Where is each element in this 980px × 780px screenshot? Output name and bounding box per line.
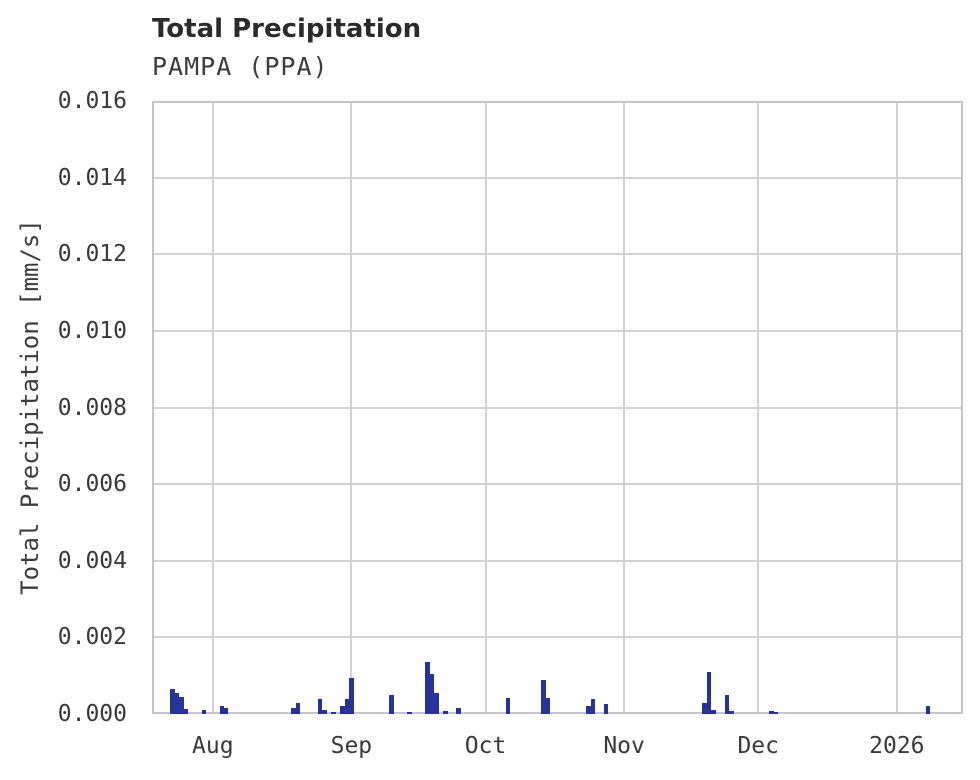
x-tick-label: Dec (737, 733, 780, 759)
precip-bar (219, 706, 224, 714)
precip-bar (724, 694, 730, 714)
gridline-horizontal (152, 483, 963, 486)
gridline-horizontal (152, 559, 963, 562)
precip-bar (291, 707, 296, 714)
precip-bar (223, 708, 229, 714)
y-tick-label: 0.012 (57, 241, 127, 268)
y-tick-label: 0.000 (57, 701, 127, 727)
gridline-horizontal (152, 253, 963, 256)
precip-bar (407, 711, 412, 714)
precip-bar (170, 689, 175, 714)
precip-bar (174, 692, 180, 714)
precip-bar (545, 697, 551, 714)
y-tick-label: 0.014 (57, 164, 127, 191)
precip-bar (456, 708, 461, 714)
chart-title: Total Precipitation (152, 14, 422, 44)
x-axis-tick-labels: Aug Sep Oct Nov Dec 2026 (152, 733, 963, 767)
precip-bar (711, 710, 716, 714)
x-tick-label: Nov (603, 733, 645, 759)
precip-bar (729, 710, 734, 714)
y-tick-label: 0.008 (57, 394, 127, 421)
precip-bar (541, 679, 546, 714)
precip-bar (443, 710, 448, 714)
x-tick-label: Aug (192, 733, 234, 759)
y-tick-label: 0.002 (57, 624, 127, 651)
precip-bar (295, 703, 300, 714)
y-tick-label: 0.004 (57, 547, 127, 574)
precip-bar (425, 662, 430, 714)
gridline-horizontal (152, 406, 963, 409)
precip-bar (773, 711, 779, 714)
y-tick-label: 0.016 (57, 88, 127, 114)
precip-bar (201, 710, 207, 714)
precip-bar (429, 673, 435, 714)
x-tick-label: Sep (330, 733, 373, 759)
precip-bar (586, 706, 591, 714)
precip-bar (331, 712, 336, 714)
precip-bar (317, 698, 323, 714)
precip-bar (925, 706, 931, 714)
precip-bar (590, 699, 596, 714)
precip-bar (183, 709, 189, 714)
precip-bar (344, 698, 350, 714)
gridline-horizontal (152, 329, 963, 332)
y-tick-label: 0.006 (57, 471, 127, 498)
precip-bar (702, 702, 707, 714)
x-tick-label: 2026 (869, 733, 925, 759)
x-tick-label: Oct (464, 733, 507, 759)
precip-bar (434, 692, 439, 714)
gridline-horizontal (152, 176, 963, 179)
precip-bar (706, 671, 712, 714)
chart-subtitle-station: PAMPA (PPA) (152, 52, 329, 81)
precip-bar (603, 704, 609, 714)
y-axis-tick-labels: 0.000 0.002 0.004 0.006 0.008 0.010 0.012 0.014… (0, 88, 140, 727)
precip-bar (322, 710, 327, 714)
precip-bar (389, 695, 394, 714)
plot-area (152, 101, 963, 714)
y-tick-label: 0.010 (57, 317, 127, 344)
precip-bar (505, 697, 511, 714)
gridline-horizontal (152, 636, 963, 639)
precip-bar (340, 705, 345, 714)
precip-bar (179, 696, 184, 714)
precip-bar (349, 678, 354, 714)
